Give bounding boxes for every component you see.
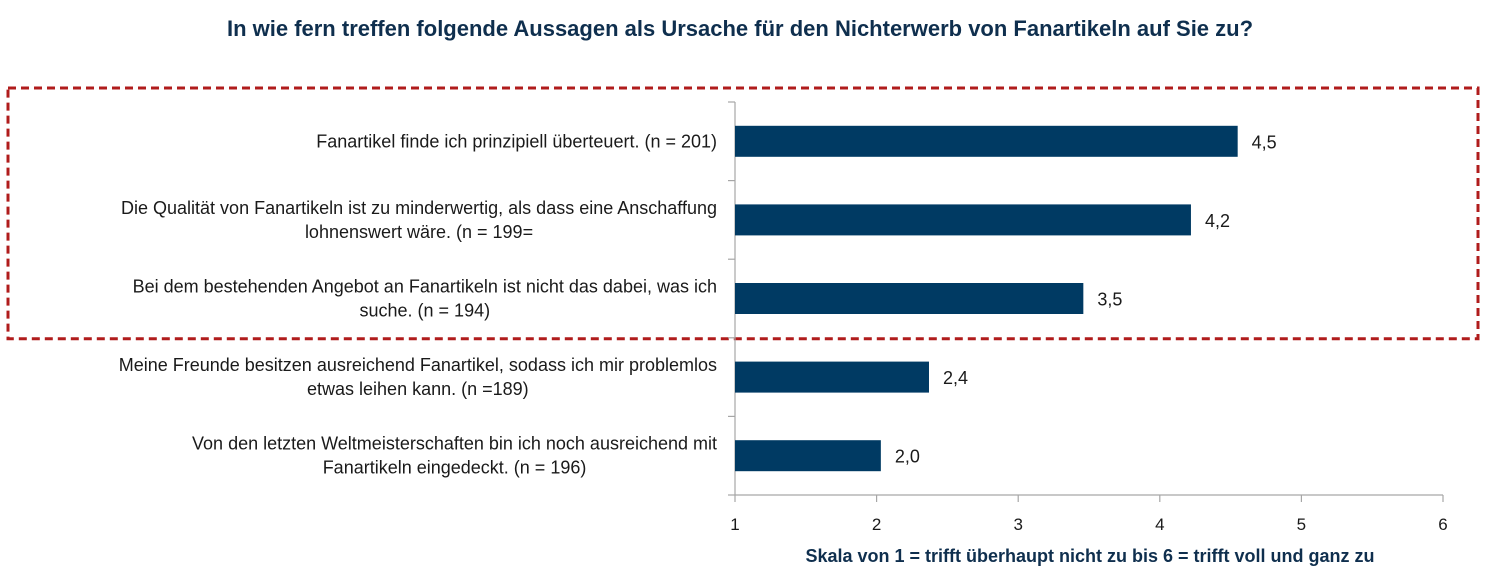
value-label: 3,5 <box>1097 290 1122 310</box>
bar <box>735 125 1238 157</box>
x-tick-label: 5 <box>1297 515 1306 534</box>
x-tick-label: 6 <box>1438 515 1447 534</box>
category-label-line: Meine Freunde besitzen ausreichend Fanar… <box>119 355 717 375</box>
category-label-line: Bei dem bestehenden Angebot an Fanartike… <box>133 277 717 297</box>
x-tick-label: 1 <box>730 515 739 534</box>
category-label: Fanartikel finde ich prinzipiell überteu… <box>316 131 717 151</box>
category-label-line: lohnenswert wäre. (n = 199= <box>305 222 533 242</box>
bar <box>735 283 1084 314</box>
x-tick-label: 4 <box>1155 515 1164 534</box>
bar <box>735 204 1191 236</box>
x-tick-label: 3 <box>1013 515 1022 534</box>
x-tick-label: 2 <box>872 515 881 534</box>
x-axis-title: Skala von 1 = trifft überhaupt nicht zu … <box>805 546 1374 566</box>
category-label-line: Fanartikel finde ich prinzipiell überteu… <box>316 131 717 151</box>
value-label: 2,4 <box>943 368 968 388</box>
category-label-line: suche. (n = 194) <box>360 301 491 321</box>
category-label-line: Fanartikeln eingedeckt. (n = 196) <box>323 458 587 478</box>
category-label-line: Von den letzten Weltmeisterschaften bin … <box>192 434 717 454</box>
category-label: Bei dem bestehenden Angebot an Fanartike… <box>133 277 717 321</box>
category-label-line: Die Qualität von Fanartikeln ist zu mind… <box>121 198 717 218</box>
category-label: Die Qualität von Fanartikeln ist zu mind… <box>121 198 717 242</box>
highlight-box <box>6 86 1480 341</box>
chart-title: In wie fern treffen folgende Aussagen al… <box>226 16 1254 41</box>
value-label: 4,2 <box>1205 211 1230 231</box>
bar <box>735 440 881 472</box>
value-label: 4,5 <box>1252 132 1277 152</box>
category-label-line: etwas leihen kann. (n =189) <box>307 379 529 399</box>
value-label: 2,0 <box>895 447 920 467</box>
category-label: Von den letzten Weltmeisterschaften bin … <box>192 434 717 478</box>
category-label: Meine Freunde besitzen ausreichend Fanar… <box>119 355 717 399</box>
bar <box>735 361 929 393</box>
